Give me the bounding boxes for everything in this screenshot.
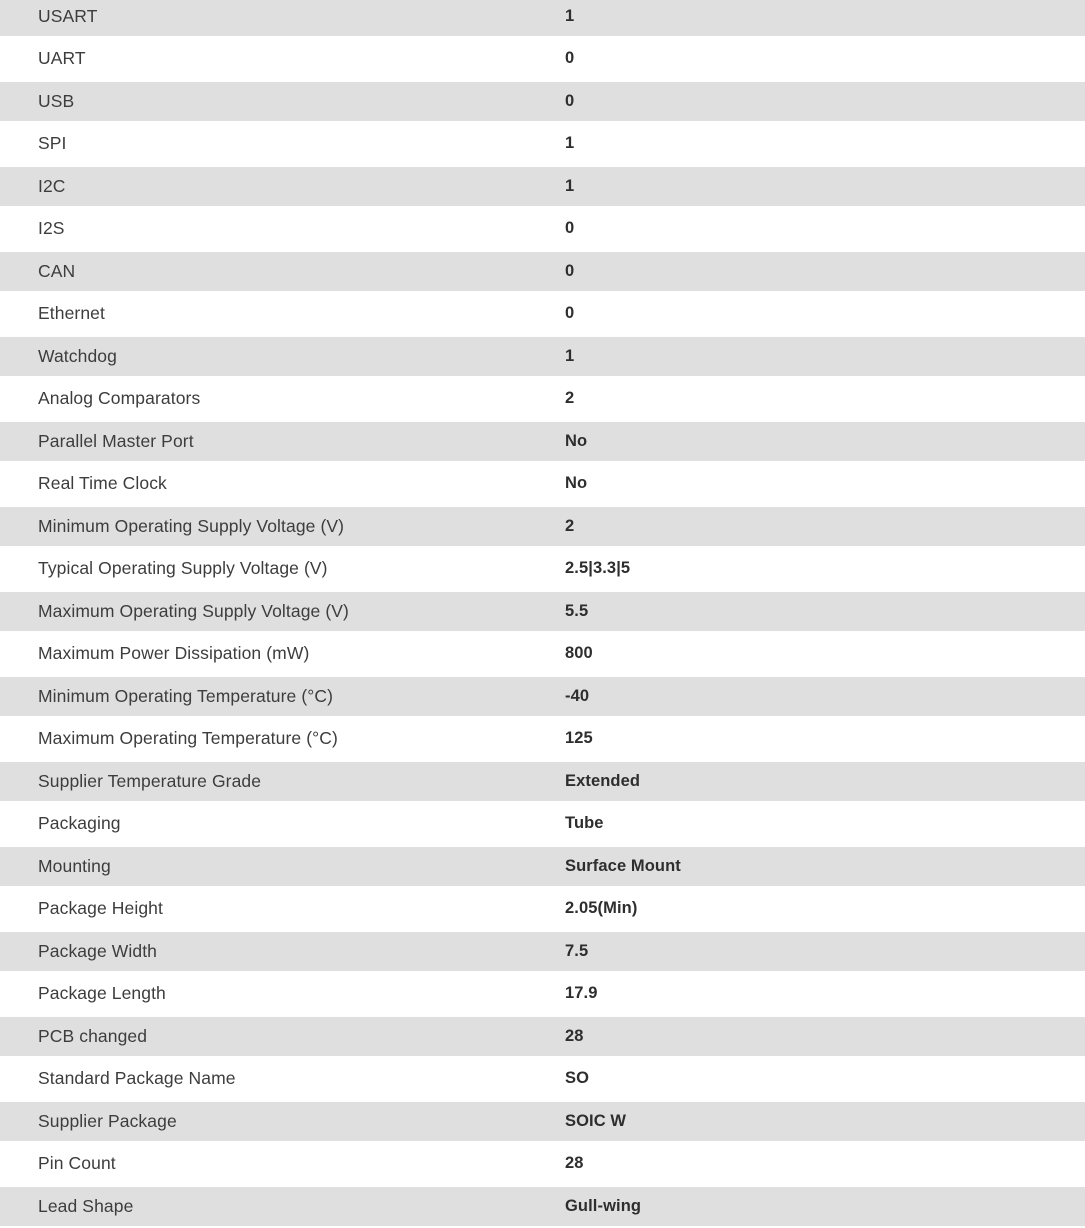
table-row: Mounting Surface Mount bbox=[0, 845, 1085, 888]
spec-attribute-value: 0 bbox=[565, 91, 575, 110]
spec-attribute-label: Supplier Temperature Grade bbox=[38, 770, 262, 791]
spec-attribute-label: Package Length bbox=[38, 983, 166, 1004]
table-row: Minimum Operating Supply Voltage (V) 2 bbox=[0, 505, 1085, 548]
spec-attribute-value: 28 bbox=[565, 1026, 584, 1045]
spec-attribute-label: UART bbox=[38, 48, 86, 69]
spec-attribute-label: USB bbox=[38, 90, 75, 111]
table-row: Package Width 7.5 bbox=[0, 930, 1085, 973]
table-row: CAN 0 bbox=[0, 250, 1085, 293]
spec-attribute-value: -40 bbox=[565, 686, 590, 705]
spec-attribute-value: 17.9 bbox=[565, 984, 598, 1003]
table-row: UART 0 bbox=[0, 37, 1085, 80]
spec-attribute-label: Package Width bbox=[38, 940, 157, 961]
spec-attribute-label: Real Time Clock bbox=[38, 473, 167, 494]
spec-attribute-value: Surface Mount bbox=[565, 856, 681, 875]
spec-attribute-value: 0 bbox=[565, 49, 575, 68]
spec-attribute-label: Minimum Operating Supply Voltage (V) bbox=[38, 515, 345, 536]
table-row: Watchdog 1 bbox=[0, 335, 1085, 378]
spec-attribute-value: 2 bbox=[565, 516, 575, 535]
table-row: Parallel Master Port No bbox=[0, 420, 1085, 463]
table-row: I2S 0 bbox=[0, 207, 1085, 250]
spec-attribute-label: Supplier Package bbox=[38, 1110, 177, 1131]
spec-attribute-label: Watchdog bbox=[38, 345, 117, 366]
spec-attribute-value: No bbox=[565, 431, 588, 450]
table-row: Ethernet 0 bbox=[0, 292, 1085, 335]
spec-attribute-value: 800 bbox=[565, 644, 593, 663]
table-row: Lead Shape Gull-wing bbox=[0, 1185, 1085, 1228]
spec-attribute-value: No bbox=[565, 474, 588, 493]
spec-attribute-label: Analog Comparators bbox=[38, 388, 201, 409]
spec-attribute-label: Lead Shape bbox=[38, 1195, 134, 1216]
spec-attribute-label: I2S bbox=[38, 218, 65, 239]
spec-attribute-value: 0 bbox=[565, 261, 575, 280]
spec-attribute-value: 2.05(Min) bbox=[565, 899, 638, 918]
spec-attribute-value: 1 bbox=[565, 346, 575, 365]
table-row: USART 1 bbox=[0, 0, 1085, 38]
spec-attribute-value: 28 bbox=[565, 1154, 584, 1173]
spec-attribute-value: 1 bbox=[565, 6, 575, 25]
table-row: Real Time Clock No bbox=[0, 462, 1085, 505]
table-row: Package Length 17.9 bbox=[0, 972, 1085, 1015]
spec-attribute-value: 5.5 bbox=[565, 601, 589, 620]
spec-attribute-label: Maximum Operating Supply Voltage (V) bbox=[38, 600, 349, 621]
spec-attribute-value: SOIC W bbox=[565, 1111, 627, 1130]
spec-attribute-label: Mounting bbox=[38, 855, 111, 876]
table-row: PCB changed 28 bbox=[0, 1015, 1085, 1058]
spec-attribute-value: 0 bbox=[565, 304, 575, 323]
table-row: Maximum Power Dissipation (mW) 800 bbox=[0, 632, 1085, 675]
spec-attribute-value: 1 bbox=[565, 134, 575, 153]
spec-attribute-label: Parallel Master Port bbox=[38, 430, 194, 451]
spec-attribute-value: 125 bbox=[565, 729, 593, 748]
table-row: Supplier Package SOIC W bbox=[0, 1100, 1085, 1143]
spec-attribute-value: Gull-wing bbox=[565, 1196, 642, 1215]
spec-attribute-label: Maximum Operating Temperature (°C) bbox=[38, 728, 338, 749]
spec-attribute-value: 1 bbox=[565, 176, 575, 195]
spec-attribute-label: Ethernet bbox=[38, 303, 105, 324]
spec-attribute-value: SO bbox=[565, 1069, 590, 1088]
spec-attribute-label: Typical Operating Supply Voltage (V) bbox=[38, 558, 328, 579]
spec-attribute-label: Packaging bbox=[38, 813, 121, 834]
table-row: Typical Operating Supply Voltage (V) 2.5… bbox=[0, 547, 1085, 590]
spec-attribute-label: SPI bbox=[38, 133, 67, 154]
spec-attribute-label: Standard Package Name bbox=[38, 1068, 236, 1089]
table-row: Minimum Operating Temperature (°C) -40 bbox=[0, 675, 1085, 718]
table-row: Analog Comparators 2 bbox=[0, 377, 1085, 420]
spec-attribute-label: USART bbox=[38, 5, 98, 26]
table-row: Package Height 2.05(Min) bbox=[0, 887, 1085, 930]
table-row: Maximum Operating Temperature (°C) 125 bbox=[0, 717, 1085, 760]
table-row: Supplier Temperature Grade Extended bbox=[0, 760, 1085, 803]
table-row: Packaging Tube bbox=[0, 802, 1085, 845]
spec-attribute-value: 2.5|3.3|5 bbox=[565, 559, 631, 578]
spec-attribute-value: 2 bbox=[565, 389, 575, 408]
spec-attribute-label: Maximum Power Dissipation (mW) bbox=[38, 643, 310, 664]
table-row: SPI 1 bbox=[0, 122, 1085, 165]
spec-attribute-label: Pin Count bbox=[38, 1153, 116, 1174]
spec-attribute-label: I2C bbox=[38, 175, 66, 196]
table-row: USB 0 bbox=[0, 80, 1085, 123]
spec-attribute-value: Tube bbox=[565, 814, 604, 833]
spec-attribute-label: Minimum Operating Temperature (°C) bbox=[38, 685, 334, 706]
spec-attribute-label: CAN bbox=[38, 260, 76, 281]
table-row: Maximum Operating Supply Voltage (V) 5.5 bbox=[0, 590, 1085, 633]
spec-attribute-value: Extended bbox=[565, 771, 641, 790]
spec-attribute-value: 7.5 bbox=[565, 941, 589, 960]
table-row: Pin Count 28 bbox=[0, 1142, 1085, 1185]
table-row: Standard Package Name SO bbox=[0, 1057, 1085, 1100]
spec-attribute-label: PCB changed bbox=[38, 1025, 148, 1046]
spec-attribute-label: Package Height bbox=[38, 898, 163, 919]
table-row: I2C 1 bbox=[0, 165, 1085, 208]
spec-attribute-value: 0 bbox=[565, 219, 575, 238]
